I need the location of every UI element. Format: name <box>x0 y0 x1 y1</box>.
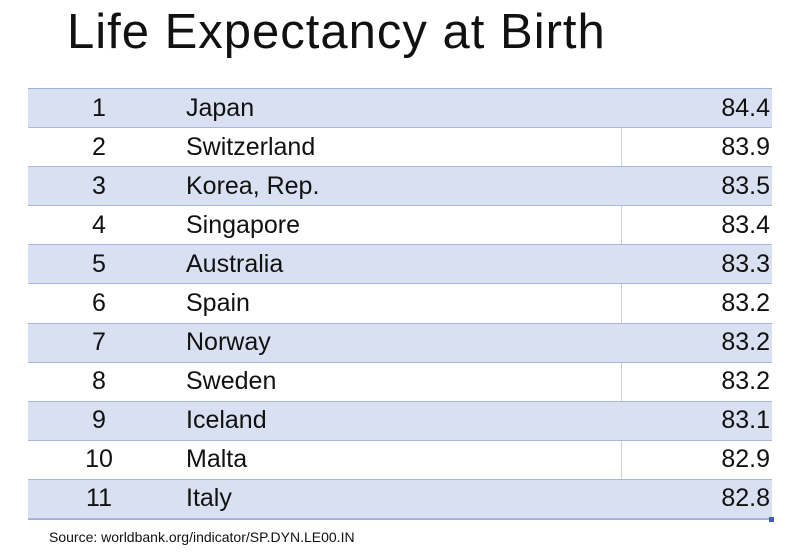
source-caption: Source: worldbank.org/indicator/SP.DYN.L… <box>49 529 355 545</box>
value-cell: 83.5 <box>721 171 770 200</box>
value-cell: 84.4 <box>721 93 770 122</box>
country-cell: Italy <box>186 484 232 513</box>
country-cell: Sweden <box>186 367 277 396</box>
table-row: 1 Japan 84.4 <box>28 89 772 129</box>
country-cell: Iceland <box>186 406 267 435</box>
table-row: 4 Singapore 83.4 <box>28 206 772 246</box>
table-row: 7 Norway 83.2 <box>28 323 772 363</box>
country-cell: Australia <box>186 249 284 278</box>
table-row: 5 Australia 83.3 <box>28 245 772 285</box>
selection-resize-handle[interactable] <box>769 517 774 522</box>
rank-cell: 3 <box>92 171 106 200</box>
table-row: 9 Iceland 83.1 <box>28 401 772 441</box>
table-row: 3 Korea, Rep. 83.5 <box>28 167 772 207</box>
rank-cell: 10 <box>85 445 113 474</box>
country-cell: Switzerland <box>186 132 316 161</box>
country-cell: Japan <box>186 93 255 122</box>
value-cell: 82.9 <box>721 445 770 474</box>
country-cell: Singapore <box>186 210 300 239</box>
page-title: Life Expectancy at Birth <box>67 5 606 59</box>
value-cell: 83.2 <box>721 289 770 318</box>
value-cell: 83.2 <box>721 367 770 396</box>
country-cell: Norway <box>186 328 271 357</box>
rank-cell: 9 <box>92 406 106 435</box>
table-row: 11 Italy 82.8 <box>28 479 772 520</box>
country-cell: Malta <box>186 445 248 474</box>
rank-cell: 8 <box>92 367 106 396</box>
table-row: 2 Switzerland 83.9 <box>28 128 772 168</box>
country-cell: Spain <box>186 289 250 318</box>
rank-cell: 5 <box>92 249 106 278</box>
value-cell: 83.3 <box>721 249 770 278</box>
value-cell: 83.4 <box>721 210 770 239</box>
life-expectancy-table: 1 Japan 84.4 2 Switzerland 83.9 3 Korea,… <box>28 88 774 522</box>
value-cell: 83.2 <box>721 328 770 357</box>
rank-cell: 2 <box>92 132 106 161</box>
table-row: 6 Spain 83.2 <box>28 284 772 324</box>
rank-cell: 7 <box>92 328 106 357</box>
rank-cell: 11 <box>86 484 112 513</box>
value-cell: 83.9 <box>721 132 770 161</box>
value-cell: 82.8 <box>721 484 770 513</box>
rank-cell: 6 <box>92 289 106 318</box>
table-row: 10 Malta 82.9 <box>28 440 772 480</box>
rank-cell: 4 <box>92 210 106 239</box>
value-cell: 83.1 <box>721 406 770 435</box>
country-cell: Korea, Rep. <box>186 171 320 200</box>
rank-cell: 1 <box>92 93 106 122</box>
table-row: 8 Sweden 83.2 <box>28 362 772 402</box>
